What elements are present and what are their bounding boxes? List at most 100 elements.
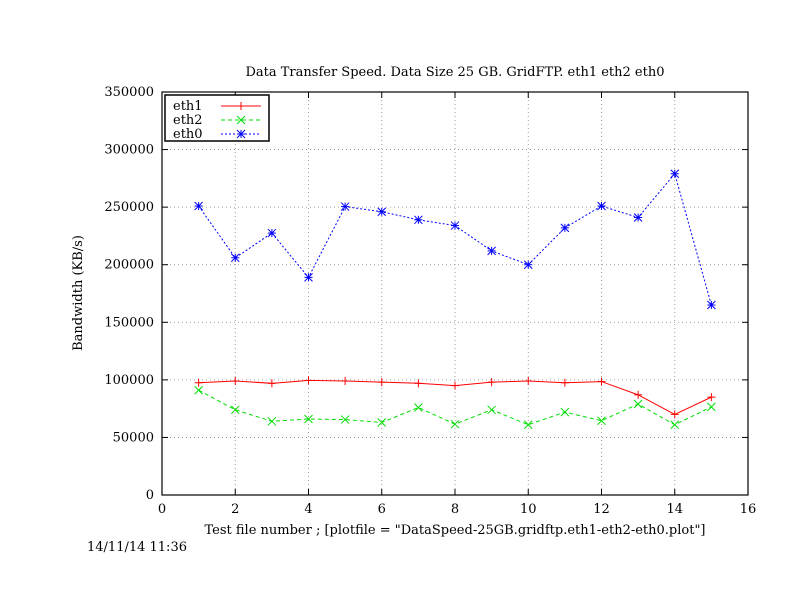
data-point-eth0 [304, 273, 313, 282]
data-point-eth0 [597, 201, 606, 211]
timestamp: 14/11/14 11:36 [87, 540, 187, 555]
marker-stroke [450, 221, 460, 230]
marker-stroke [236, 115, 246, 125]
data-point-eth2 [523, 420, 533, 430]
legend-marker-eth0 [236, 129, 246, 139]
data-point-eth2 [267, 416, 277, 426]
marker-stroke [597, 416, 606, 426]
data-point-eth1 [414, 379, 423, 388]
series-line-eth0 [198, 172, 712, 306]
x-tick-label: 8 [451, 502, 459, 517]
data-point-eth1 [524, 377, 533, 386]
data-point-eth1 [267, 379, 276, 388]
data-point-eth1 [634, 390, 643, 399]
data-point-eth0 [267, 228, 277, 238]
marker-stroke [304, 414, 313, 424]
y-tick-label: 100000 [104, 373, 154, 388]
data-point-eth2 [670, 420, 680, 430]
marker-stroke [340, 415, 350, 424]
data-point-eth1 [304, 376, 313, 385]
data-point-eth1 [560, 378, 569, 387]
marker-stroke [670, 169, 680, 179]
data-point-eth1 [194, 378, 203, 387]
data-point-eth2 [414, 403, 423, 412]
marker-stroke [560, 223, 570, 233]
data-point-eth2 [450, 419, 460, 429]
data-point-eth2 [487, 405, 496, 415]
data-point-eth0 [523, 260, 533, 270]
marker-stroke [670, 420, 680, 430]
marker-stroke [236, 129, 246, 139]
marker-stroke [230, 253, 240, 263]
marker-stroke [633, 213, 643, 222]
marker-stroke [523, 420, 533, 430]
marker-stroke [487, 246, 496, 256]
legend-marker-eth1 [237, 102, 245, 110]
y-tick-label: 300000 [104, 143, 154, 158]
y-tick-label: 250000 [104, 200, 154, 215]
marker-stroke [304, 273, 313, 282]
data-point-eth2 [597, 416, 606, 426]
x-tick-label: 12 [593, 502, 610, 517]
legend-label-eth2: eth2 [173, 113, 203, 128]
marker-stroke [560, 407, 570, 417]
data-point-eth0 [450, 221, 460, 230]
marker-stroke [267, 228, 277, 238]
marker-stroke [414, 215, 423, 225]
legend-marker-eth2 [236, 115, 246, 125]
grid [162, 92, 748, 495]
x-tick-label: 6 [378, 502, 386, 517]
data-point-eth0 [560, 223, 570, 233]
data-point-eth0 [707, 300, 716, 310]
data-point-eth1 [377, 378, 386, 387]
marker-stroke [707, 300, 716, 310]
x-tick-label: 2 [231, 502, 239, 517]
marker-stroke [707, 402, 716, 412]
data-point-eth0 [194, 201, 203, 211]
data-point-eth2 [340, 415, 350, 424]
data-point-eth2 [377, 418, 387, 427]
y-tick-label: 150000 [104, 315, 154, 330]
marker-stroke [194, 201, 203, 211]
legend-label-eth1: eth1 [173, 99, 203, 114]
data-point-eth0 [230, 253, 240, 263]
data-point-eth1 [707, 393, 716, 402]
data-point-eth2 [707, 402, 716, 412]
x-tick-label: 0 [158, 502, 166, 517]
marker-stroke [414, 403, 423, 412]
legend-label-eth0: eth0 [173, 127, 203, 142]
data-point-eth0 [377, 207, 387, 217]
y-tick-label: 350000 [104, 85, 154, 100]
y-tick-label: 0 [146, 488, 154, 503]
marker-stroke [450, 419, 460, 429]
data-point-eth0 [670, 169, 680, 179]
data-point-eth0 [633, 213, 643, 222]
data-point-eth2 [230, 405, 240, 415]
marker-stroke [340, 202, 350, 211]
data-point-eth2 [560, 407, 570, 417]
data-point-eth0 [487, 246, 496, 256]
data-point-eth1 [231, 377, 240, 386]
data-point-eth0 [414, 215, 423, 225]
x-tick-label: 16 [740, 502, 757, 517]
y-tick-label: 50000 [113, 430, 154, 445]
marker-stroke [377, 207, 387, 217]
data-point-eth2 [633, 399, 643, 409]
marker-stroke [633, 399, 643, 409]
marker-stroke [523, 260, 533, 270]
data-point-eth0 [340, 202, 350, 211]
data-point-eth2 [304, 414, 313, 424]
marker-stroke [377, 418, 387, 427]
legend-box [164, 94, 270, 142]
marker-stroke [230, 405, 240, 415]
marker-stroke [194, 385, 203, 395]
chart-title: Data Transfer Speed. Data Size 25 GB. Gr… [245, 65, 664, 80]
data-point-eth1 [597, 377, 606, 386]
y-axis-label: Bandwidth (KB/s) [71, 235, 86, 351]
x-tick-label: 10 [520, 502, 537, 517]
x-tick-label: 4 [304, 502, 312, 517]
data-point-eth1 [487, 378, 496, 387]
x-tick-label: 14 [666, 502, 683, 517]
data-point-eth1 [451, 381, 459, 390]
